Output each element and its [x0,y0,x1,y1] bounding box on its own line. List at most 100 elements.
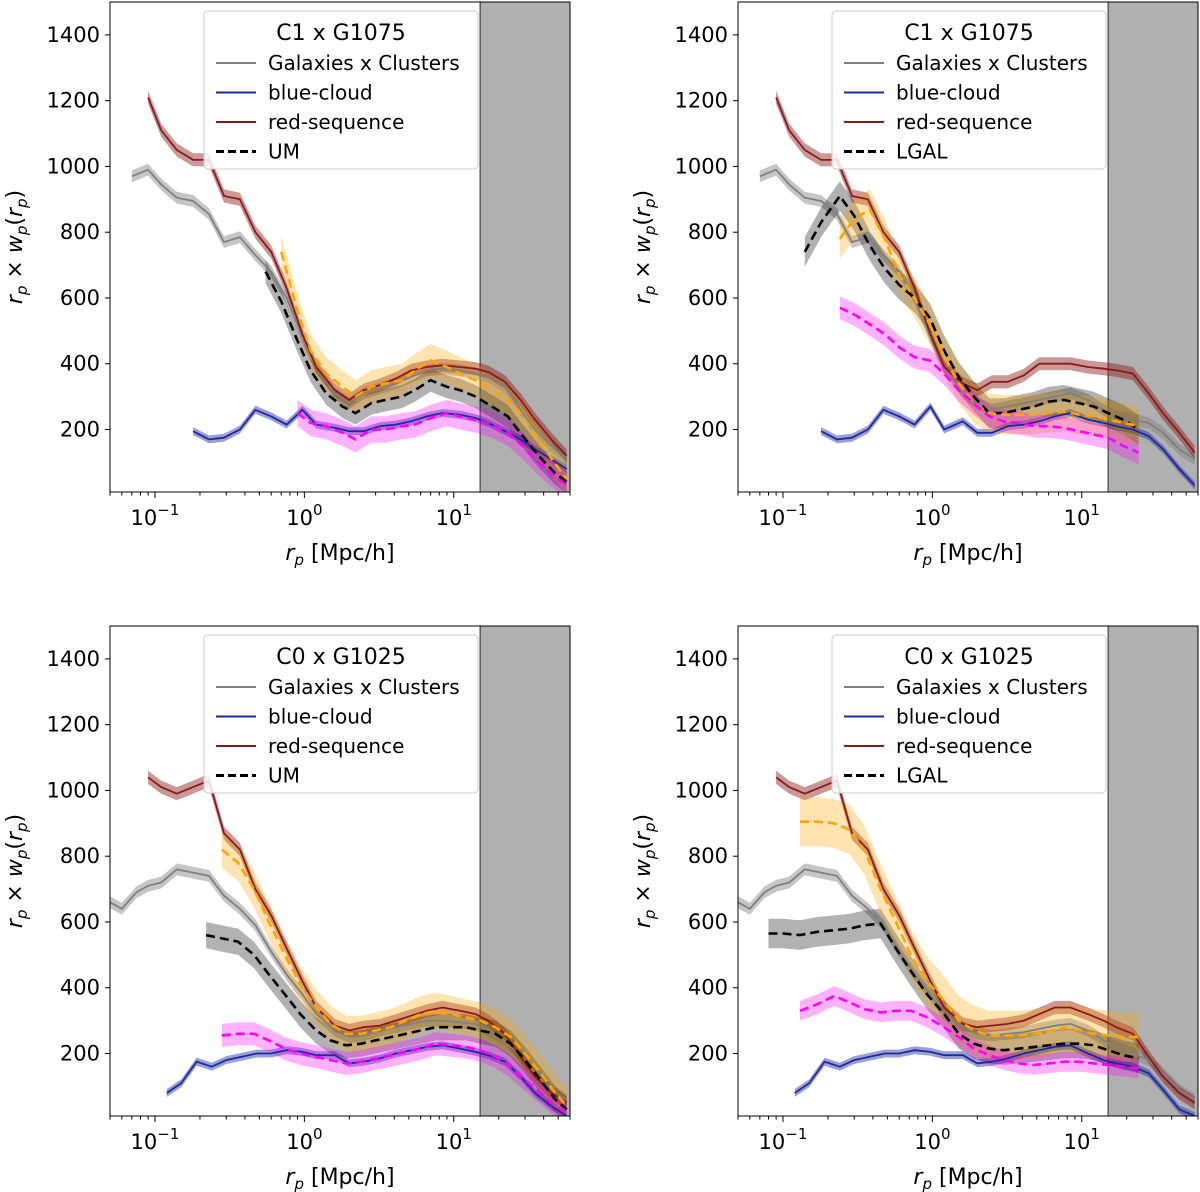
x-tick-label: 100 [914,501,950,530]
legend-entry-um: UM [268,140,300,164]
y-label-part: p [641,226,659,237]
x-axis-label: rp [Mpc/h] [913,1165,1022,1192]
x-tick-exponent: −1 [157,1125,179,1143]
y-label-part: w [3,858,28,877]
band-blue-cloud [193,405,567,473]
y-tick-label: 600 [60,286,100,310]
line-blue-model [799,994,1139,1070]
legend-entry-um: UM [268,764,300,788]
x-tick-label: 100 [914,1125,950,1154]
y-tick-label: 800 [60,220,100,244]
y-tick-label: 1200 [675,89,728,113]
line-blue-model [839,306,1140,454]
legend-box [831,10,1107,170]
legend-entry-blue-cloud: blue-cloud [896,81,1001,105]
y-label-part: p [13,198,31,209]
y-label-part: w [631,234,656,253]
y-label-part: × [631,253,656,285]
y-axis-label: rp × wp(rp) [631,814,659,928]
line-blue-model [296,411,568,487]
band-blue-cloud [794,1041,1195,1116]
legend-box [203,10,479,170]
y-tick-label: 400 [60,976,100,1000]
legend-entry-red-sequence: red-sequence [896,734,1032,758]
legend-entry-galaxies-x-clusters: Galaxies x Clusters [268,675,460,699]
y-tick-label: 400 [688,352,728,376]
x-label-part: [Mpc/h] [932,1165,1023,1190]
excluded-region [479,1,571,493]
legend-entry-blue-cloud: blue-cloud [268,705,373,729]
x-tick-label: 10−1 [759,1125,808,1154]
plot-area [738,770,1196,1116]
band-blue-model [221,1022,567,1116]
band-red-sequence [148,90,567,463]
legend-entry-galaxies-x-clusters: Galaxies x Clusters [896,51,1088,75]
y-tick-label: 800 [688,220,728,244]
line-um [264,271,568,484]
band-galaxies-x-clusters [738,863,1195,1106]
x-tick-label: 101 [1064,501,1100,530]
x-tick-exponent: 0 [941,501,951,519]
y-label-part: p [641,822,659,833]
x-tick-exponent: 1 [462,501,472,519]
y-label-part: ) [631,814,656,823]
legend-entry-blue-cloud: blue-cloud [896,705,1001,729]
band-red-model [221,831,567,1116]
line-red-model [279,251,568,480]
y-label-part: ) [631,190,656,199]
y-label-part: w [3,234,28,253]
y-tick-label: 1000 [675,154,728,178]
legend-entry-blue-cloud: blue-cloud [268,81,373,105]
y-tick-label: 1000 [47,778,100,802]
y-tick-label: 200 [60,1042,100,1066]
y-label-part: p [641,850,659,861]
y-tick-label: 600 [688,910,728,934]
line-blue-model [221,1032,568,1114]
legend-entry-red-sequence: red-sequence [896,110,1032,134]
plot-area [759,90,1196,490]
x-axis-label: rp [Mpc/h] [285,541,394,569]
y-label-part: ( [3,841,28,850]
y-tick-label: 200 [688,418,728,442]
x-tick-label: 10−1 [759,501,808,530]
line-blue-cloud [192,408,568,470]
x-label-part: r [285,1165,296,1190]
y-label-part: p [641,910,659,921]
x-label-part: [Mpc/h] [304,1165,395,1190]
y-label-part: p [641,286,659,297]
x-tick-label: 101 [436,1125,472,1154]
line-red-model [220,848,568,1107]
line-galaxies-x-clusters [110,868,568,1101]
y-label-part: r [3,830,28,841]
legend-title: C0 x G1025 [276,645,405,670]
band-um [206,922,567,1116]
x-tick-exponent: 0 [313,1125,323,1143]
x-axis-label: rp [Mpc/h] [285,1165,394,1192]
x-label-part: p [921,551,932,569]
y-tick-label: 1400 [47,647,100,671]
y-axis-label: rp × wp(rp) [3,814,31,928]
y-label-part: ( [3,217,28,226]
y-label-part: ) [3,190,28,199]
x-label-part: [Mpc/h] [304,541,395,566]
y-label-part: ( [631,841,656,850]
y-label-part: r [3,206,28,217]
band-galaxies-x-clusters [110,863,567,1106]
x-label-part: p [921,1175,932,1192]
axes-frame [737,625,1199,1117]
band-blue-model [297,399,567,492]
y-label-part: p [13,910,31,921]
y-tick-label: 1400 [675,23,728,47]
y-tick-label: 800 [60,844,100,868]
y-label-part: r [631,206,656,217]
legend-entry-red-sequence: red-sequence [268,110,404,134]
line-red-model [838,207,1139,428]
y-label-part: p [13,286,31,297]
y-tick-label: 600 [688,286,728,310]
x-label-part: [Mpc/h] [932,541,1023,566]
line-blue-cloud [820,404,1196,487]
